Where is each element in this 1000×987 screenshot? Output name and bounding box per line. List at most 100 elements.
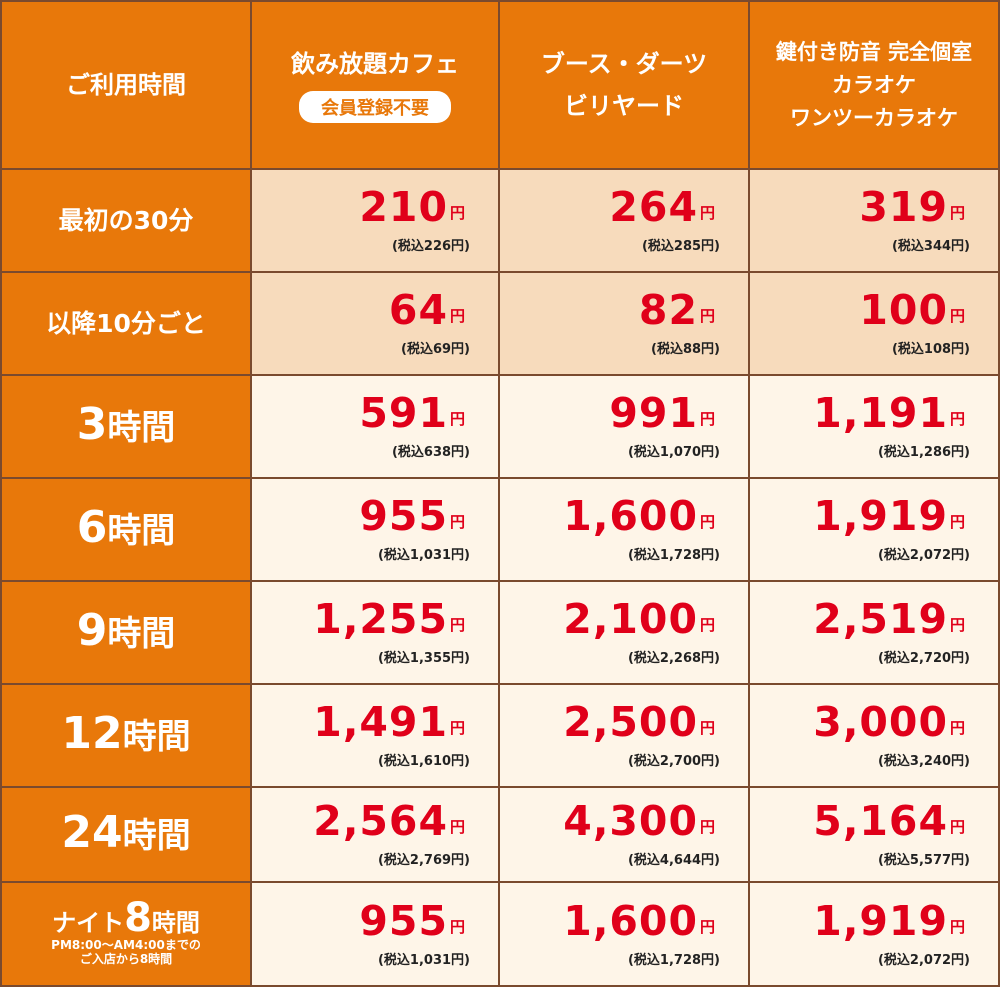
price-value: 1,919 円 — [813, 492, 966, 540]
header-booth-line1: ブース・ダーツ — [540, 50, 708, 78]
price-value: 1,600 円 — [563, 492, 716, 540]
price-value: 5,164 円 — [813, 797, 966, 845]
price-tax: (税込2,268円) — [627, 651, 720, 666]
row-label-cell: 24時間 — [2, 788, 250, 881]
row-label-cell: ナイト8時間 PM8:00〜AM4:00までの ご入店から8時間 — [2, 883, 250, 985]
price-value: 955 円 — [359, 896, 466, 945]
price-cell: 1,919 円 (税込2,072円) — [750, 883, 998, 985]
header-time-label-cell: ご利用時間 — [2, 2, 250, 168]
price-tax: (税込1,070円) — [627, 445, 720, 460]
price-tax: (税込88円) — [651, 342, 720, 357]
price-tax: (税込2,700円) — [627, 754, 720, 769]
price-value: 319 円 — [859, 183, 966, 231]
price-tax: (税込69円) — [401, 342, 470, 357]
row-label: 9時間 — [76, 605, 176, 656]
price-value: 64 円 — [388, 286, 466, 334]
price-value: 1,491 円 — [313, 698, 466, 746]
price-cell: 591 円 (税込638円) — [252, 376, 498, 477]
price-value: 2,500 円 — [563, 698, 716, 746]
header-karaoke-line3: ワンツーカラオケ — [790, 105, 958, 130]
price-tax: (税込2,769円) — [377, 853, 470, 868]
price-cell: 2,500 円 (税込2,700円) — [500, 685, 748, 786]
price-tax: (税込638円) — [391, 445, 470, 460]
price-tax: (税込226円) — [391, 239, 470, 254]
price-cell: 955 円 (税込1,031円) — [252, 479, 498, 580]
row-label: 24時間 — [61, 807, 191, 858]
header-booth-line2: ビリヤード — [564, 92, 684, 120]
header-karaoke-cell: 鍵付き防音 完全個室 カラオケ ワンツーカラオケ — [750, 2, 998, 168]
price-tax: (税込3,240円) — [877, 754, 970, 769]
price-cell: 64 円 (税込69円) — [252, 273, 498, 374]
price-value: 2,519 円 — [813, 595, 966, 643]
price-value: 1,255 円 — [313, 595, 466, 643]
row-label-cell: 9時間 — [2, 582, 250, 683]
price-cell: 1,255 円 (税込1,355円) — [252, 582, 498, 683]
price-tax: (税込108円) — [891, 342, 970, 357]
header-booth-cell: ブース・ダーツ ビリヤード — [500, 2, 748, 168]
price-tax: (税込1,286円) — [877, 445, 970, 460]
price-cell: 5,164 円 (税込5,577円) — [750, 788, 998, 881]
night-note-line2: ご入店から8時間 — [79, 951, 173, 966]
header-karaoke-line2: カラオケ — [832, 72, 916, 97]
price-cell: 210 円 (税込226円) — [252, 170, 498, 271]
price-tax: (税込1,031円) — [377, 952, 470, 968]
price-value: 210 円 — [359, 183, 466, 231]
row-label: 最初の30分 — [58, 205, 194, 235]
price-tax: (税込344円) — [891, 239, 970, 254]
header-cafe-title: 飲み放題カフェ — [291, 50, 459, 78]
price-cell: 1,600 円 (税込1,728円) — [500, 883, 748, 985]
price-value: 4,300 円 — [563, 797, 716, 845]
price-cell: 319 円 (税込344円) — [750, 170, 998, 271]
row-label: ナイト8時間 — [52, 894, 200, 941]
price-value: 1,191 円 — [813, 389, 966, 437]
price-cell: 264 円 (税込285円) — [500, 170, 748, 271]
row-label: 3時間 — [76, 399, 176, 450]
row-label: 以降10分ごと — [46, 308, 206, 338]
price-value: 2,100 円 — [563, 595, 716, 643]
price-cell: 1,600 円 (税込1,728円) — [500, 479, 748, 580]
row-label: 12時間 — [61, 708, 191, 759]
price-cell: 1,491 円 (税込1,610円) — [252, 685, 498, 786]
header-cafe-cell: 飲み放題カフェ 会員登録不要 — [252, 2, 498, 168]
price-value: 100 円 — [859, 286, 966, 334]
price-value: 955 円 — [359, 492, 466, 540]
no-registration-badge: 会員登録不要 — [299, 91, 451, 123]
price-cell: 2,564 円 (税込2,769円) — [252, 788, 498, 881]
night-note-line1: PM8:00〜AM4:00までの — [51, 937, 201, 952]
price-tax: (税込1,031円) — [377, 548, 470, 563]
row-label-cell: 12時間 — [2, 685, 250, 786]
price-value: 264 円 — [609, 183, 716, 231]
row-label-cell: 最初の30分 — [2, 170, 250, 271]
price-cell: 1,919 円 (税込2,072円) — [750, 479, 998, 580]
price-cell: 1,191 円 (税込1,286円) — [750, 376, 998, 477]
price-cell: 82 円 (税込88円) — [500, 273, 748, 374]
price-value: 1,600 円 — [563, 896, 716, 945]
price-value: 591 円 — [359, 389, 466, 437]
row-label-cell: 以降10分ごと — [2, 273, 250, 374]
price-tax: (税込1,355円) — [377, 651, 470, 666]
price-value: 82 円 — [638, 286, 716, 334]
price-cell: 3,000 円 (税込3,240円) — [750, 685, 998, 786]
header-time-label: ご利用時間 — [66, 71, 186, 99]
row-label-cell: 6時間 — [2, 479, 250, 580]
price-tax: (税込285円) — [641, 239, 720, 254]
row-label: 6時間 — [76, 502, 176, 553]
price-tax: (税込4,644円) — [627, 853, 720, 868]
header-karaoke-line1: 鍵付き防音 完全個室 — [775, 39, 973, 64]
price-cell: 100 円 (税込108円) — [750, 273, 998, 374]
price-tax: (税込1,728円) — [627, 548, 720, 563]
price-value: 991 円 — [609, 389, 716, 437]
row-label-cell: 3時間 — [2, 376, 250, 477]
price-value: 3,000 円 — [813, 698, 966, 746]
price-tax: (税込2,720円) — [877, 651, 970, 666]
price-cell: 2,100 円 (税込2,268円) — [500, 582, 748, 683]
price-cell: 955 円 (税込1,031円) — [252, 883, 498, 985]
price-value: 1,919 円 — [813, 896, 966, 945]
price-tax: (税込2,072円) — [877, 952, 970, 968]
price-tax: (税込2,072円) — [877, 548, 970, 563]
price-tax: (税込5,577円) — [877, 853, 970, 868]
price-cell: 991 円 (税込1,070円) — [500, 376, 748, 477]
price-cell: 4,300 円 (税込4,644円) — [500, 788, 748, 881]
price-cell: 2,519 円 (税込2,720円) — [750, 582, 998, 683]
